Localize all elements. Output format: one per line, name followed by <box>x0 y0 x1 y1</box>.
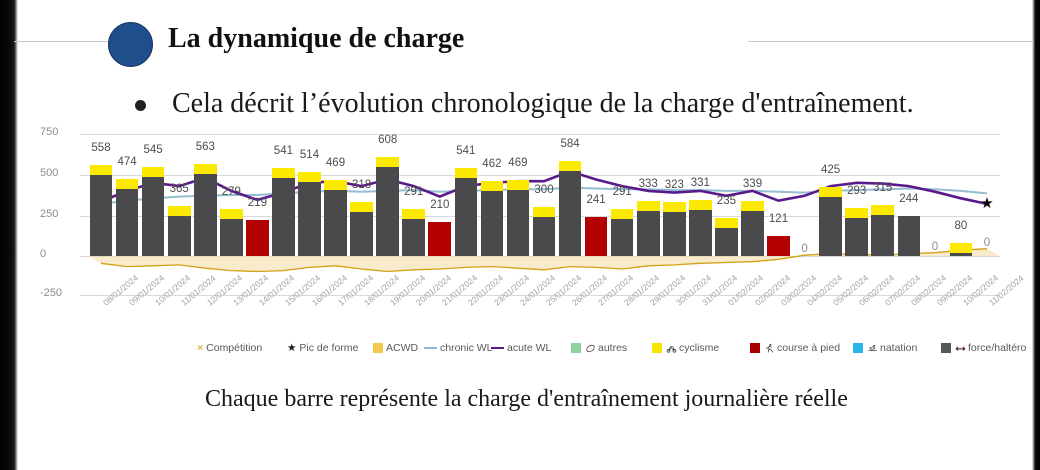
svg-text:★: ★ <box>980 195 993 212</box>
